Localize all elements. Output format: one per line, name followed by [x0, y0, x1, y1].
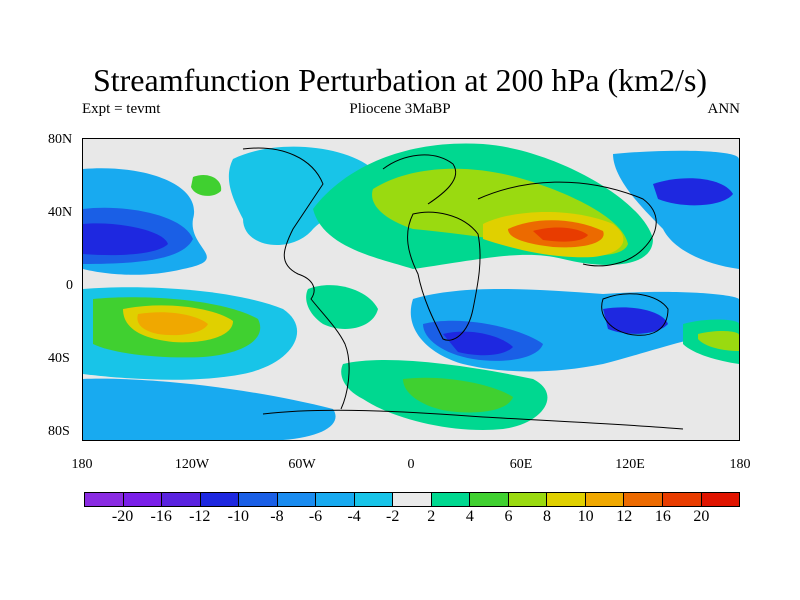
colorbar-box: [393, 493, 432, 506]
colorbar-box: [624, 493, 663, 506]
contour-sa-green: [306, 285, 378, 329]
colorbar-box: [316, 493, 355, 506]
lon-label-180w: 180: [71, 457, 93, 472]
colorbar-box: [123, 493, 163, 506]
colorbar-box: [85, 493, 124, 506]
contour-spac-core: [137, 312, 208, 336]
colorbar-label: -6: [308, 508, 323, 525]
contour-south-blue: [83, 378, 336, 440]
colorbar-box: [277, 493, 317, 506]
season-label: ANN: [707, 101, 741, 117]
colorbar-label: -20: [111, 508, 134, 525]
colorbar-label: -12: [189, 508, 211, 525]
colorbar-box: [508, 493, 548, 506]
colorbar-label: 12: [616, 508, 633, 525]
colorbar-label: -4: [347, 508, 361, 525]
colorbar-label: 4: [465, 508, 474, 525]
experiment-label: Expt = tevmt: [82, 101, 161, 117]
colorbar-label: 8: [543, 508, 552, 525]
streamfunction-map: [83, 139, 739, 440]
lon-label-120e: 120E: [615, 457, 645, 472]
period-label: Pliocene 3MaBP: [349, 101, 451, 117]
colorbar-box: [470, 493, 509, 506]
lat-label-40s: 40S: [48, 351, 70, 366]
colorbar-box: [547, 493, 586, 506]
colorbar-label: 16: [654, 508, 671, 525]
lon-label-60w: 60W: [288, 457, 316, 472]
lat-label-80s: 80S: [48, 424, 70, 439]
lat-label-40n: 40N: [48, 205, 73, 220]
colorbar-box: [431, 493, 471, 506]
colorbar-label: -2: [386, 508, 400, 525]
colorbar-label: 20: [693, 508, 710, 525]
colorbar-label: 10: [577, 508, 594, 525]
colorbar-box: [239, 493, 278, 506]
colorbar: [84, 492, 740, 507]
contour-wpac-core: [653, 178, 733, 206]
contour-southern-ocean-core: [403, 377, 513, 413]
lon-label-0: 0: [407, 457, 415, 472]
contour-natl-wave: [228, 146, 375, 246]
contour-small-green: [191, 174, 222, 196]
colorbar-label: -10: [227, 508, 250, 525]
lat-label-0: 0: [66, 278, 73, 293]
lon-label-180e: 180: [729, 457, 751, 472]
colorbar-box: [200, 493, 240, 506]
lat-label-80n: 80N: [48, 132, 73, 147]
contour-aus-core: [603, 307, 668, 334]
colorbar-box: [662, 493, 702, 506]
figure-title: Streamfunction Perturbation at 200 hPa (…: [92, 62, 708, 98]
lon-label-120w: 120W: [174, 457, 210, 472]
colorbar-box: [162, 493, 201, 506]
contour-npac-core: [83, 223, 168, 256]
colorbar-box: [701, 493, 740, 506]
colorbar-label: 2: [427, 508, 436, 525]
colorbar-label: 6: [504, 508, 513, 525]
map-panel: [82, 138, 740, 441]
colorbar-box: [354, 493, 394, 506]
contour-asia-core: [533, 227, 588, 242]
colorbar-label: -8: [270, 508, 284, 525]
contour-sindian-core: [443, 331, 513, 356]
coastlines: [242, 147, 684, 430]
colorbar-box: [585, 493, 625, 506]
colorbar-label: -16: [150, 508, 172, 525]
lon-label-60e: 60E: [509, 457, 533, 472]
contour-aus-east-core: [698, 331, 739, 351]
